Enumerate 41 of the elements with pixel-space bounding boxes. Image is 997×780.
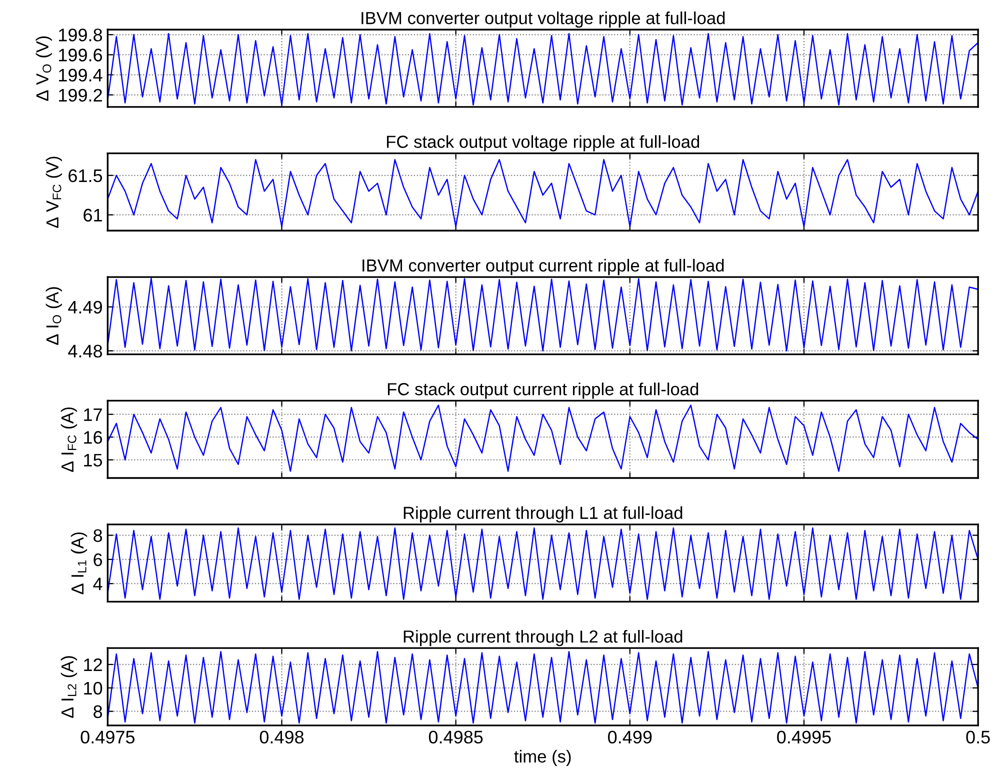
x-tick-label: 0.499 <box>608 730 652 744</box>
y-tick-label: 199.2 <box>59 88 102 102</box>
y-tick-label: 15 <box>84 454 102 467</box>
y-axis-title: Δ I$_{L1}$ (A) <box>70 532 88 594</box>
y-tick-label: 17 <box>84 408 102 421</box>
chart-title: IBVM converter output voltage ripple at full-load <box>362 12 725 28</box>
y-tick-label: 16 <box>84 431 102 444</box>
x-tick-label: 0.498 <box>260 730 304 744</box>
x-tick-label: 0.4975 <box>80 730 135 744</box>
line-series <box>108 527 978 600</box>
y-tick-label: 199.4 <box>59 68 102 82</box>
y-tick-label: 4.48 <box>68 344 102 358</box>
chart-title: IBVM converter output current ripple at full-load <box>362 258 724 276</box>
y-axis-title: Δ I$_{L2}$ (A) <box>60 656 78 718</box>
y-axis-title: Δ V$_{FC}$ (V) <box>46 156 62 228</box>
line-series <box>108 404 978 472</box>
x-tick-label: 0.5 <box>966 730 990 744</box>
line-series <box>108 278 978 352</box>
y-tick-label: 12 <box>84 658 102 672</box>
y-tick-label: 61.5 <box>68 169 102 182</box>
chart-title: Ripple current through L1 at full-load <box>404 506 682 522</box>
y-tick-label: 8 <box>94 529 102 542</box>
y-tick-label: 61 <box>84 208 102 222</box>
line-series <box>108 159 978 228</box>
y-axis-title: Δ I$_{O}$ (A) <box>46 287 62 345</box>
y-tick-label: 4.49 <box>68 300 102 314</box>
x-axis-title: time (s) <box>514 750 571 766</box>
chart-title: Ripple current through L2 at full-load <box>404 630 682 646</box>
y-axis-title: Δ I$_{FC}$ (A) <box>60 407 78 472</box>
y-axis-title: Δ V$_{O}$ (V) <box>36 36 52 101</box>
x-tick-label: 0.4995 <box>777 730 831 744</box>
y-tick-label: 4 <box>93 578 102 590</box>
y-tick-label: 8 <box>94 705 102 718</box>
x-tick-label: 0.4985 <box>428 730 483 744</box>
y-tick-label: 199.6 <box>59 48 102 62</box>
chart-title: FC stack output current ripple at full-load <box>388 382 698 399</box>
y-tick-label: 199.8 <box>59 28 102 42</box>
chart-title: FC stack output voltage ripple at full-load <box>387 135 700 152</box>
y-tick-label: 6 <box>94 553 102 566</box>
line-series <box>108 650 978 724</box>
y-tick-label: 10 <box>84 682 102 695</box>
